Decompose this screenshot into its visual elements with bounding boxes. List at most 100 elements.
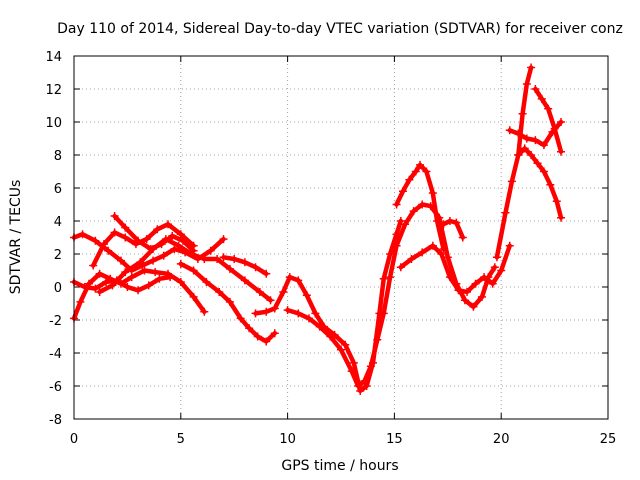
series-line (97, 236, 273, 303)
data-point-plus (161, 235, 170, 244)
data-point-plus (433, 217, 442, 225)
data-point-plus (168, 231, 177, 240)
data-point-plus (349, 358, 358, 367)
data-point-plus (76, 297, 85, 306)
series-track (392, 160, 448, 254)
y-axis-label: SDTVAR / TECUs (8, 180, 24, 295)
data-point-plus (95, 287, 104, 296)
data-point-plus (108, 281, 117, 290)
data-point-plus (505, 241, 514, 250)
y-tick-label: -8 (49, 413, 62, 428)
data-point-plus (116, 256, 125, 265)
data-point-plus (416, 160, 425, 169)
data-point-plus (437, 250, 446, 258)
x-tick-label: 25 (600, 432, 617, 447)
data-point-plus (200, 254, 209, 263)
series-line (178, 261, 278, 344)
data-point-plus (463, 287, 472, 296)
data-point-plus (527, 151, 536, 159)
data-point-plus (206, 246, 215, 255)
series-track (251, 217, 405, 395)
data-point-plus (373, 335, 382, 344)
data-point-plus (347, 367, 356, 376)
data-point-plus (151, 268, 160, 277)
data-point-plus (121, 223, 130, 232)
data-point-plus (422, 167, 431, 176)
data-point-plus (418, 200, 427, 209)
data-point-plus (251, 309, 260, 318)
data-point-plus (251, 263, 260, 272)
data-point-plus (454, 286, 463, 295)
data-point-plus (89, 261, 98, 270)
data-point-plus (362, 382, 371, 390)
data-point-plus (134, 286, 143, 295)
data-point-plus (80, 283, 89, 291)
data-point-plus (490, 263, 499, 272)
data-point-plus (522, 80, 531, 89)
data-point-plus (294, 309, 303, 318)
series-line (494, 146, 564, 260)
series-track (439, 217, 467, 242)
data-point-plus (236, 314, 245, 323)
data-point-plus (386, 273, 395, 282)
data-point-plus (219, 253, 228, 262)
x-tick-label: 10 (279, 432, 296, 447)
data-point-plus (202, 278, 211, 287)
data-point-plus (531, 85, 540, 93)
data-point-plus (187, 250, 196, 258)
data-point-plus (225, 264, 234, 273)
series-track (531, 85, 566, 156)
data-point-plus (149, 256, 158, 265)
data-point-plus (401, 220, 410, 229)
data-point-plus (514, 151, 523, 159)
data-point-plus (149, 245, 158, 254)
data-point-plus (127, 273, 136, 282)
data-point-plus (153, 225, 162, 234)
data-point-plus (366, 362, 375, 371)
data-point-plus (245, 324, 254, 333)
data-point-plus (283, 306, 292, 315)
data-point-plus (95, 269, 104, 278)
y-tick-label: 12 (45, 83, 62, 98)
y-tick-label: -2 (49, 314, 62, 329)
data-point-plus (102, 278, 111, 287)
data-point-plus (396, 263, 405, 272)
data-point-plus (140, 266, 149, 275)
data-point-plus (110, 212, 119, 221)
data-point-plus (121, 268, 130, 277)
data-point-plus (337, 345, 345, 354)
x-tick-label: 5 (177, 432, 185, 447)
data-point-plus (379, 274, 388, 283)
data-point-plus (531, 136, 540, 145)
x-tick-label: 0 (70, 432, 78, 447)
data-point-plus (452, 218, 461, 227)
series-track (514, 63, 536, 159)
series-line (285, 202, 498, 389)
data-point-plus (379, 309, 388, 318)
data-point-plus (477, 292, 486, 301)
data-point-plus (104, 246, 113, 255)
data-point-plus (262, 269, 271, 278)
series-track (219, 253, 271, 278)
data-point-plus (110, 228, 119, 237)
data-point-plus (311, 309, 320, 318)
data-point-plus (533, 159, 542, 168)
data-point-plus (255, 287, 264, 296)
data-point-plus (91, 284, 100, 293)
data-point-plus (302, 291, 311, 300)
data-point-plus (285, 273, 294, 282)
y-tick-label: 8 (54, 149, 62, 164)
data-point-plus (418, 248, 427, 257)
data-point-plus (279, 287, 288, 296)
data-point-plus (445, 217, 454, 225)
data-point-plus (304, 314, 313, 323)
data-point-plus (136, 258, 145, 267)
data-point-plus (266, 296, 275, 305)
series-line (71, 274, 173, 293)
series-track (70, 273, 175, 295)
series-line (441, 218, 466, 240)
data-point-plus (91, 236, 100, 245)
data-point-plus (505, 126, 514, 135)
data-point-plus (392, 200, 401, 209)
y-tick-label: 6 (54, 182, 62, 197)
